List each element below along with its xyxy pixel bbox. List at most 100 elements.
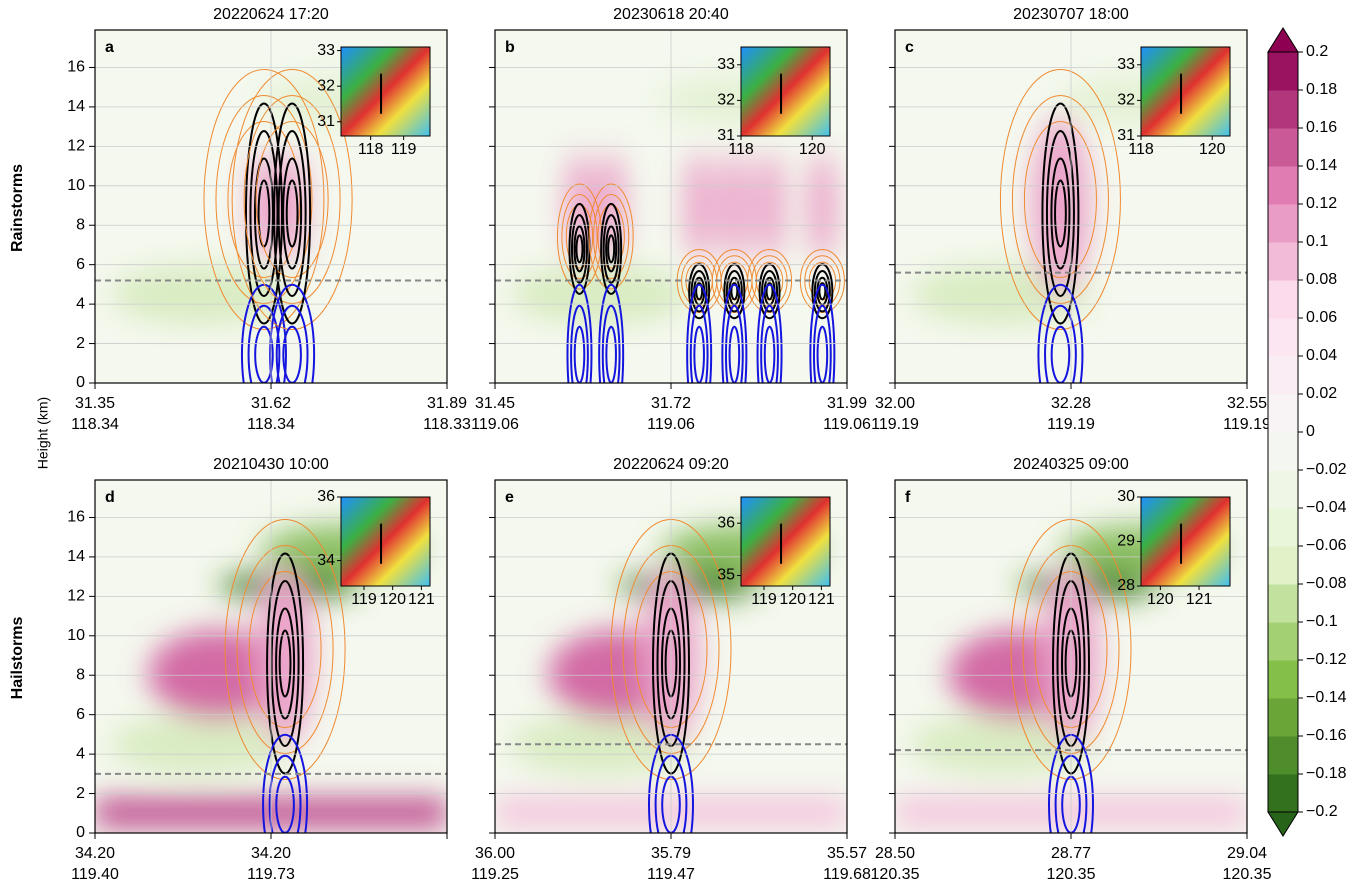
colorbar-bin xyxy=(1268,166,1298,205)
x-tick-label: 119.73 xyxy=(247,866,295,883)
colorbar-bin xyxy=(1268,52,1298,91)
x-tick-label: 35.57 xyxy=(827,845,867,862)
y-tick-label: 8 xyxy=(76,216,85,233)
y-tick-label: 14 xyxy=(67,548,85,565)
inset-x-tick-label: 120 xyxy=(779,591,806,608)
x-tick-label: 119.68 xyxy=(823,866,871,883)
x-tick-label: 119.06 xyxy=(471,416,519,433)
contour-black xyxy=(811,263,834,320)
colorbar-tick-label: 0.06 xyxy=(1306,309,1337,326)
x-tick-label: 35.79 xyxy=(651,845,691,862)
colorbar-extend xyxy=(1267,811,1299,837)
contour-blue xyxy=(268,754,302,833)
contour-black xyxy=(273,102,312,325)
colorbar-tick-label: −0.02 xyxy=(1306,461,1347,478)
shade xyxy=(148,629,289,720)
contour-blue xyxy=(269,283,316,383)
inset-y-tick-label: 31 xyxy=(317,113,335,130)
inset-y-tick-label: 29 xyxy=(1117,533,1135,550)
contour-black xyxy=(257,179,271,248)
colorbar-bin xyxy=(1268,128,1298,167)
contour-black xyxy=(570,214,588,284)
inset-x-tick-label: 118 xyxy=(728,141,754,158)
y-tick-label: 8 xyxy=(76,666,85,683)
colorbar-tick-label: −0.16 xyxy=(1306,727,1347,744)
x-tick-label: 32.55 xyxy=(1227,395,1267,412)
colorbar-tick-label: −0.2 xyxy=(1306,803,1338,820)
inset-map xyxy=(1140,46,1231,137)
contour-black xyxy=(573,225,586,273)
x-tick-label: 32.00 xyxy=(875,395,915,412)
colorbar-bin xyxy=(1268,394,1298,433)
frame xyxy=(94,29,448,384)
y-tick-label: 12 xyxy=(67,138,85,155)
contour-blue xyxy=(721,283,748,383)
colorbar-bin xyxy=(1268,432,1298,471)
panel-letter: a xyxy=(105,39,114,56)
contour-black xyxy=(244,102,283,325)
panel: 31.45 119.06 31.72 119.06 31.99 119.06 2023061… xyxy=(471,6,871,433)
inset-y-tick-label: 33 xyxy=(317,42,335,59)
contour-blue xyxy=(262,733,309,833)
colorbar-tick-label: −0.06 xyxy=(1306,537,1347,554)
colorbar-bin xyxy=(1268,280,1298,319)
contour-black xyxy=(690,269,708,313)
inset-x-tick-label: 121 xyxy=(1186,591,1213,608)
colorbar-tick-label: 0.16 xyxy=(1306,119,1337,136)
contour-orange xyxy=(593,194,630,280)
colorbar-bin xyxy=(1268,622,1298,661)
x-tick-label: 32.28 xyxy=(1051,395,1091,412)
inset-y-tick-label: 32 xyxy=(1117,92,1135,109)
y-tick-label: 6 xyxy=(76,256,85,273)
colorbar-tick-label: 0.08 xyxy=(1306,271,1337,288)
inset-x-tick-label: 120 xyxy=(379,591,406,608)
x-tick-label: 31.62 xyxy=(251,395,291,412)
colorbar-bin xyxy=(1268,204,1298,243)
colorbar-tick-label: 0.02 xyxy=(1306,385,1337,402)
y-tick-label: 4 xyxy=(76,745,85,762)
inset-map xyxy=(740,496,831,587)
contour-blue xyxy=(1037,283,1084,383)
colorbar-bin xyxy=(1268,318,1298,357)
contour-orange xyxy=(999,68,1121,330)
colorbar-tick-label: 0.12 xyxy=(1306,195,1337,212)
contour-orange xyxy=(255,120,329,278)
inset-map xyxy=(340,496,431,587)
contour-blue xyxy=(566,283,593,383)
colorbar-bin xyxy=(1268,508,1298,547)
shade xyxy=(755,151,784,262)
frame xyxy=(494,29,848,384)
contour-black xyxy=(761,269,779,313)
contour-black xyxy=(275,607,296,720)
contour-blue xyxy=(686,283,713,383)
shade xyxy=(808,151,837,262)
x-tick-label: 118.34 xyxy=(247,416,295,433)
contour-black xyxy=(282,157,303,270)
panel-title: 20230618 20:40 xyxy=(613,6,729,23)
x-tick-label: 31.35 xyxy=(75,395,115,412)
inset-y-tick-label: 30 xyxy=(1117,488,1135,505)
panel: 0 2 4 6 8 10 12 14 16 34.20 119.40 34.20 119.73 20210… xyxy=(67,456,448,883)
y-tick-label: 4 xyxy=(76,295,85,312)
colorbar-tick-label: 0.18 xyxy=(1306,81,1337,98)
contour-black xyxy=(1054,179,1067,248)
y-tick-label: 10 xyxy=(67,627,85,644)
panel-letter: e xyxy=(505,489,514,506)
contour-orange xyxy=(588,183,634,290)
contour-blue xyxy=(1044,304,1077,383)
panel: 32.00 119.19 32.28 119.19 32.55 119.19 2023070… xyxy=(871,6,1271,433)
x-tick-label: 120.35 xyxy=(871,866,920,883)
contour-orange xyxy=(1023,120,1097,278)
y-tick-label: 12 xyxy=(67,588,85,605)
inset-x-tick-label: 120 xyxy=(1199,141,1226,158)
colorbar-tick-label: −0.14 xyxy=(1306,689,1347,706)
inset-x-tick-label: 118 xyxy=(358,141,384,158)
contour-black xyxy=(813,269,831,313)
x-tick-label: 119.06 xyxy=(647,416,695,433)
contour-orange xyxy=(597,204,625,269)
colorbar-bin xyxy=(1268,90,1298,129)
inset-y-tick-label: 36 xyxy=(717,514,735,531)
colorbar-tick-label: 0.2 xyxy=(1306,43,1328,60)
shade xyxy=(110,264,291,325)
x-tick-label: 119.19 xyxy=(1047,416,1095,433)
